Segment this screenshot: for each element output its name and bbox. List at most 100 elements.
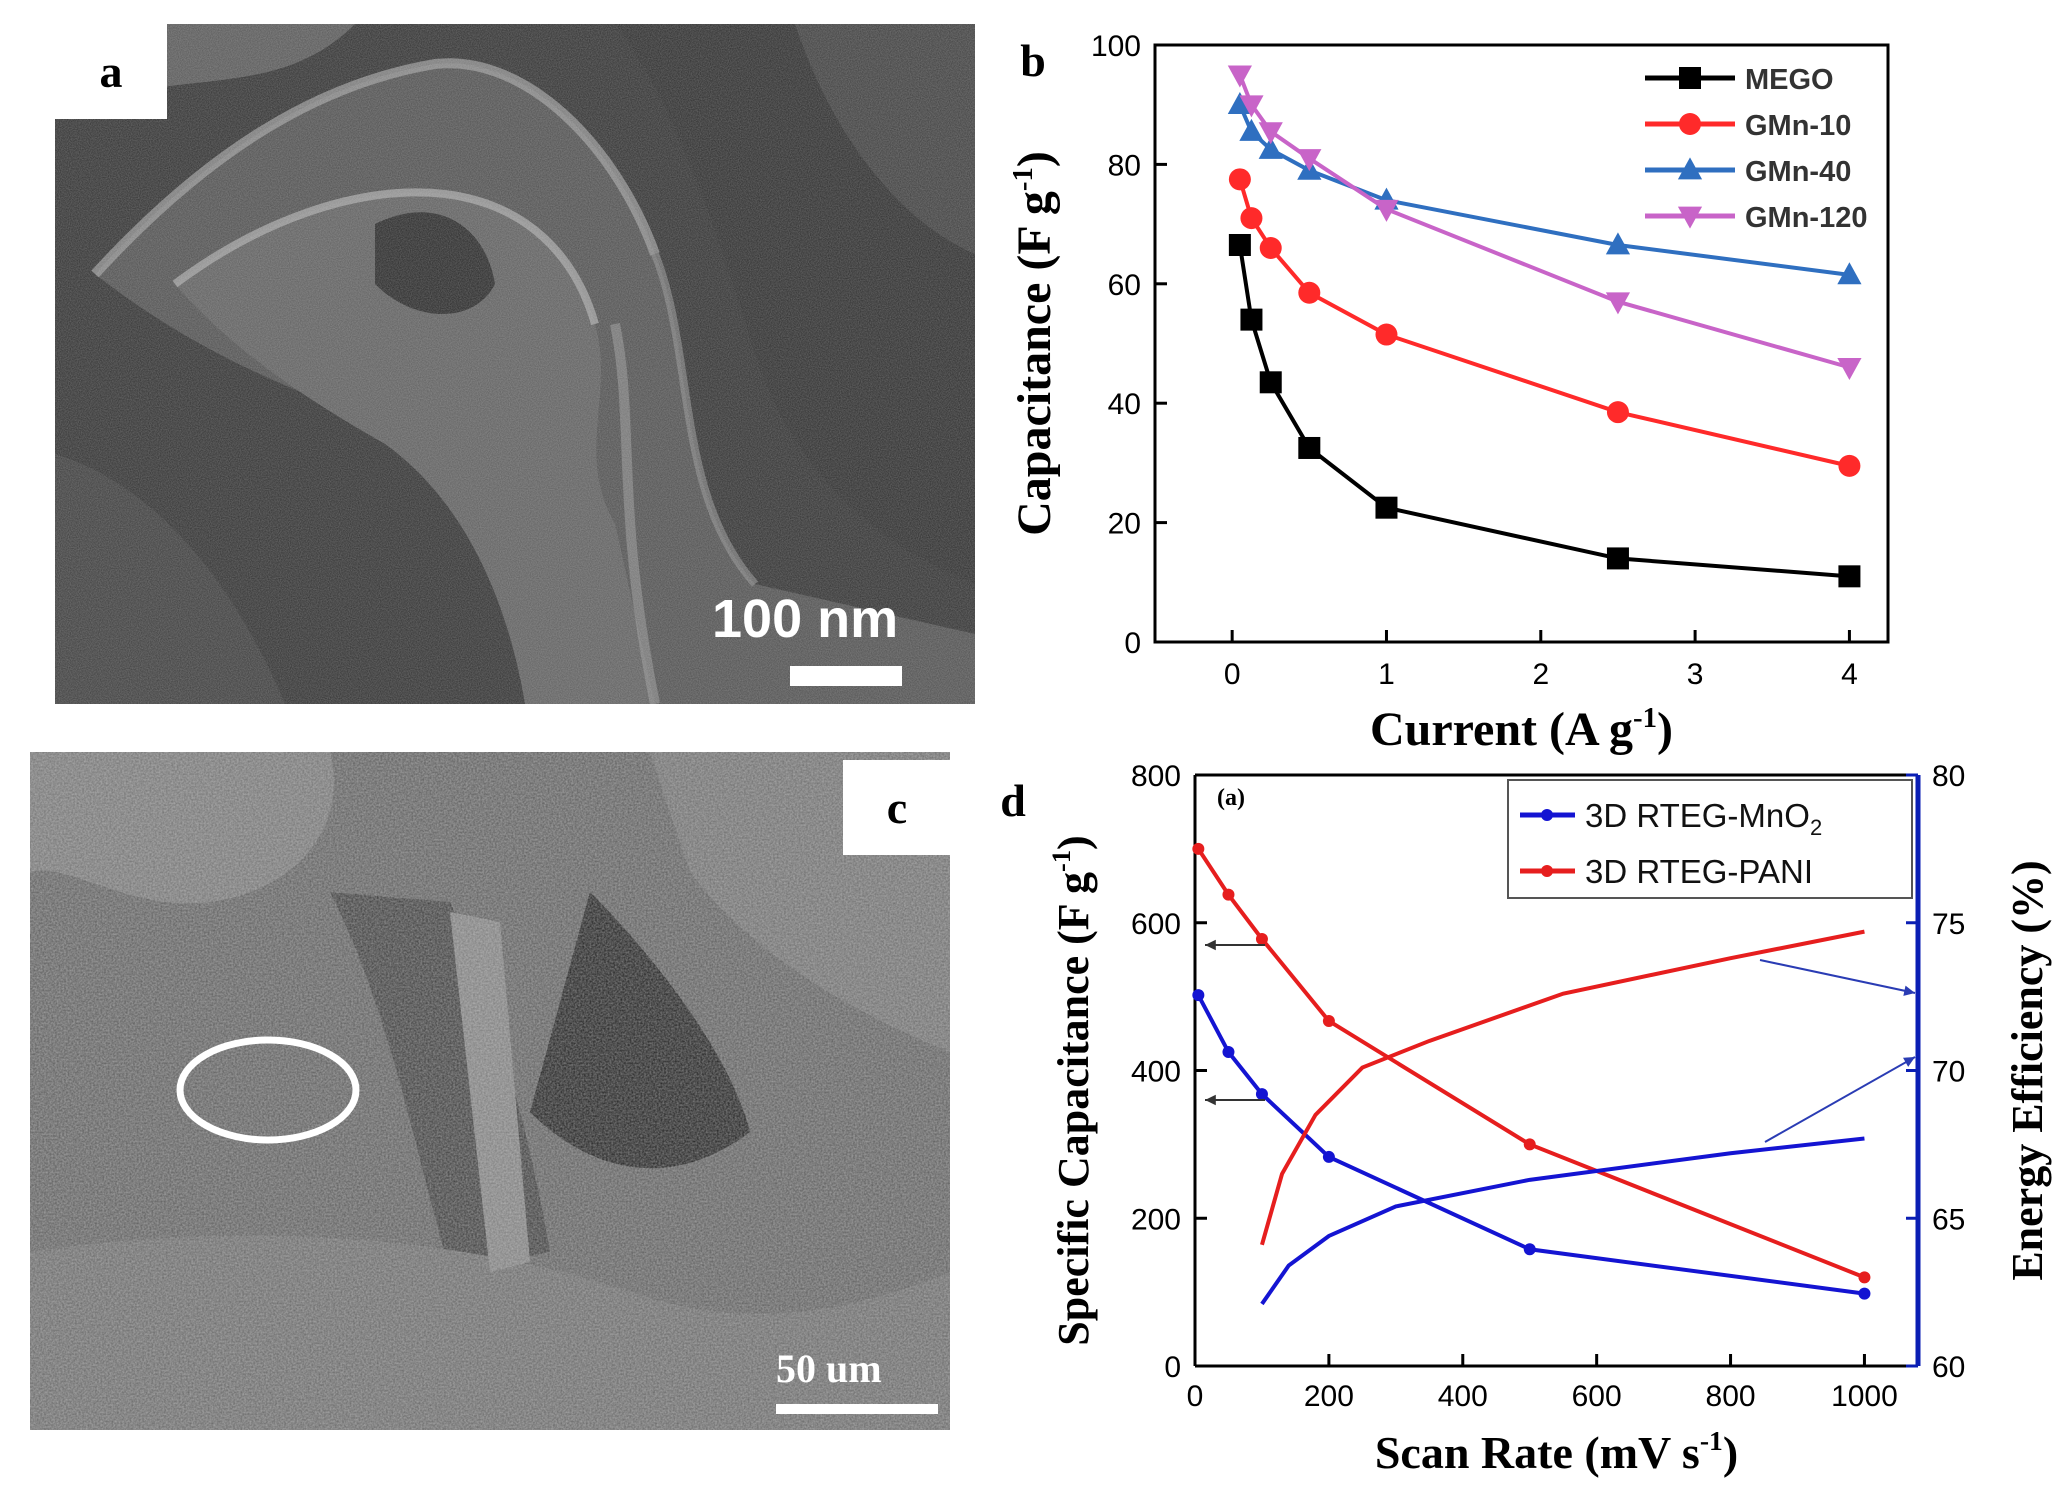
data-point [1222,1046,1235,1059]
data-point [1606,547,1629,570]
y2-tick-label: 80 [1932,760,1965,793]
data-point [1837,262,1862,285]
data-point [1838,454,1861,477]
y-axis-label: Specific Capacitance (F g-1) [1046,835,1098,1345]
legend-label: 3D RTEG-PANI [1585,853,1813,890]
x-tick-label: 1 [1378,658,1395,691]
y-tick-label: 80 [1108,149,1141,182]
legend-label: GMn-120 [1745,202,1867,234]
y-axis-label: Capacitance (F g-1) [1007,151,1061,536]
legend-marker [1679,67,1701,89]
data-point [1858,1271,1871,1284]
panel-label-d: d [1000,774,1026,826]
x-axis-label: Scan Rate (mV s-1) [1375,1425,1738,1478]
x-tick-label: 600 [1572,1380,1622,1413]
panel-annotation: (a) [1217,785,1245,811]
y-tick-label: 400 [1131,1056,1181,1089]
x-tick-label: 4 [1841,658,1858,691]
annotation-arrow [1764,1056,1916,1143]
y2-tick-label: 70 [1932,1056,1965,1089]
arrow-head [1903,1057,1915,1067]
arrow-head [1205,1094,1216,1106]
scale-bar-label-a: 100 nm [712,589,899,649]
data-point [1227,92,1252,115]
series-line [1260,1136,1865,1306]
data-point [1838,565,1861,588]
data-point [1258,136,1283,159]
data-point [1605,232,1631,255]
x-tick-label: 0 [1224,658,1241,691]
data-point [1374,199,1399,222]
y-tick-label: 60 [1108,269,1141,302]
y-tick-label: 200 [1131,1203,1181,1236]
y2-axis-label: Energy Efficiency (%) [2003,860,2052,1280]
y-tick-label: 40 [1108,388,1141,421]
y-tick-label: 0 [1124,627,1141,660]
x-axis-label: Current (A g-1) [1370,702,1673,756]
legend-marker [1677,206,1703,229]
annotation-arrow [1759,959,1916,994]
data-point [1228,233,1251,256]
data-point [1297,149,1322,172]
data-point [1259,236,1282,259]
legend-label: MEGO [1745,64,1834,96]
capacitance-vs-current-chart: 0 20 40 60 80 100 0 1 2 3 4 Current (A g-1) Capacita… [1007,30,1890,756]
plot-frame [1153,43,1890,644]
data-point [1239,95,1264,118]
data-point [1239,118,1264,141]
legend-marker [1677,157,1703,180]
data-point [1192,842,1205,855]
data-point [1298,436,1321,459]
data-point [1255,933,1268,946]
data-point [1228,168,1251,191]
y-tick-label: 20 [1108,508,1141,541]
legend-marker [1679,113,1701,135]
data-point [1523,1138,1536,1151]
data-point [1605,292,1631,315]
x-tick-label: 3 [1687,658,1704,691]
data-point [1227,65,1252,88]
panel-label-b: b [1020,34,1046,86]
y2-tick-label: 65 [1932,1203,1965,1236]
x-tick-label: 200 [1304,1380,1354,1413]
series-line [1196,994,1865,1296]
series-line [1196,847,1866,1280]
x-tick-label: 400 [1438,1380,1488,1413]
x-tick-label: 1000 [1831,1380,1898,1413]
x-tick-label: 2 [1532,658,1549,691]
sem-image-c [30,752,950,1430]
series-line [1260,929,1865,1246]
scale-bar-label-c: 50 um [776,1346,882,1391]
data-point [1258,122,1283,145]
data-point [1375,323,1398,346]
data-point [1322,1015,1335,1028]
sem-image-a [55,24,975,704]
data-point [1222,888,1235,901]
legend-marker [1541,809,1553,821]
legend-marker [1541,865,1553,877]
x-tick-label: 800 [1706,1380,1756,1413]
y2-tick-label: 75 [1932,908,1965,941]
y-tick-label: 800 [1131,760,1181,793]
legend-label: GMn-10 [1745,110,1851,142]
arrow-head [1205,939,1216,951]
y-tick-label: 600 [1131,908,1181,941]
data-point [1240,207,1263,230]
legend-label: GMn-40 [1745,156,1851,188]
arrow-head [1903,985,1915,996]
panel-label-a: a [55,24,167,119]
data-point [1259,371,1282,394]
legend-label: 3D RTEG-MnO2 [1585,797,1822,840]
y-tick-label: 0 [1164,1351,1181,1384]
data-point [1192,989,1205,1002]
y-tick-label: 100 [1091,30,1141,63]
data-point [1523,1243,1536,1256]
data-point [1240,308,1263,331]
legend-box [1507,779,1913,899]
data-point [1837,358,1862,381]
data-point [1298,281,1321,304]
data-point [1255,1088,1268,1101]
data-point [1606,401,1629,424]
data-point [1322,1150,1335,1163]
